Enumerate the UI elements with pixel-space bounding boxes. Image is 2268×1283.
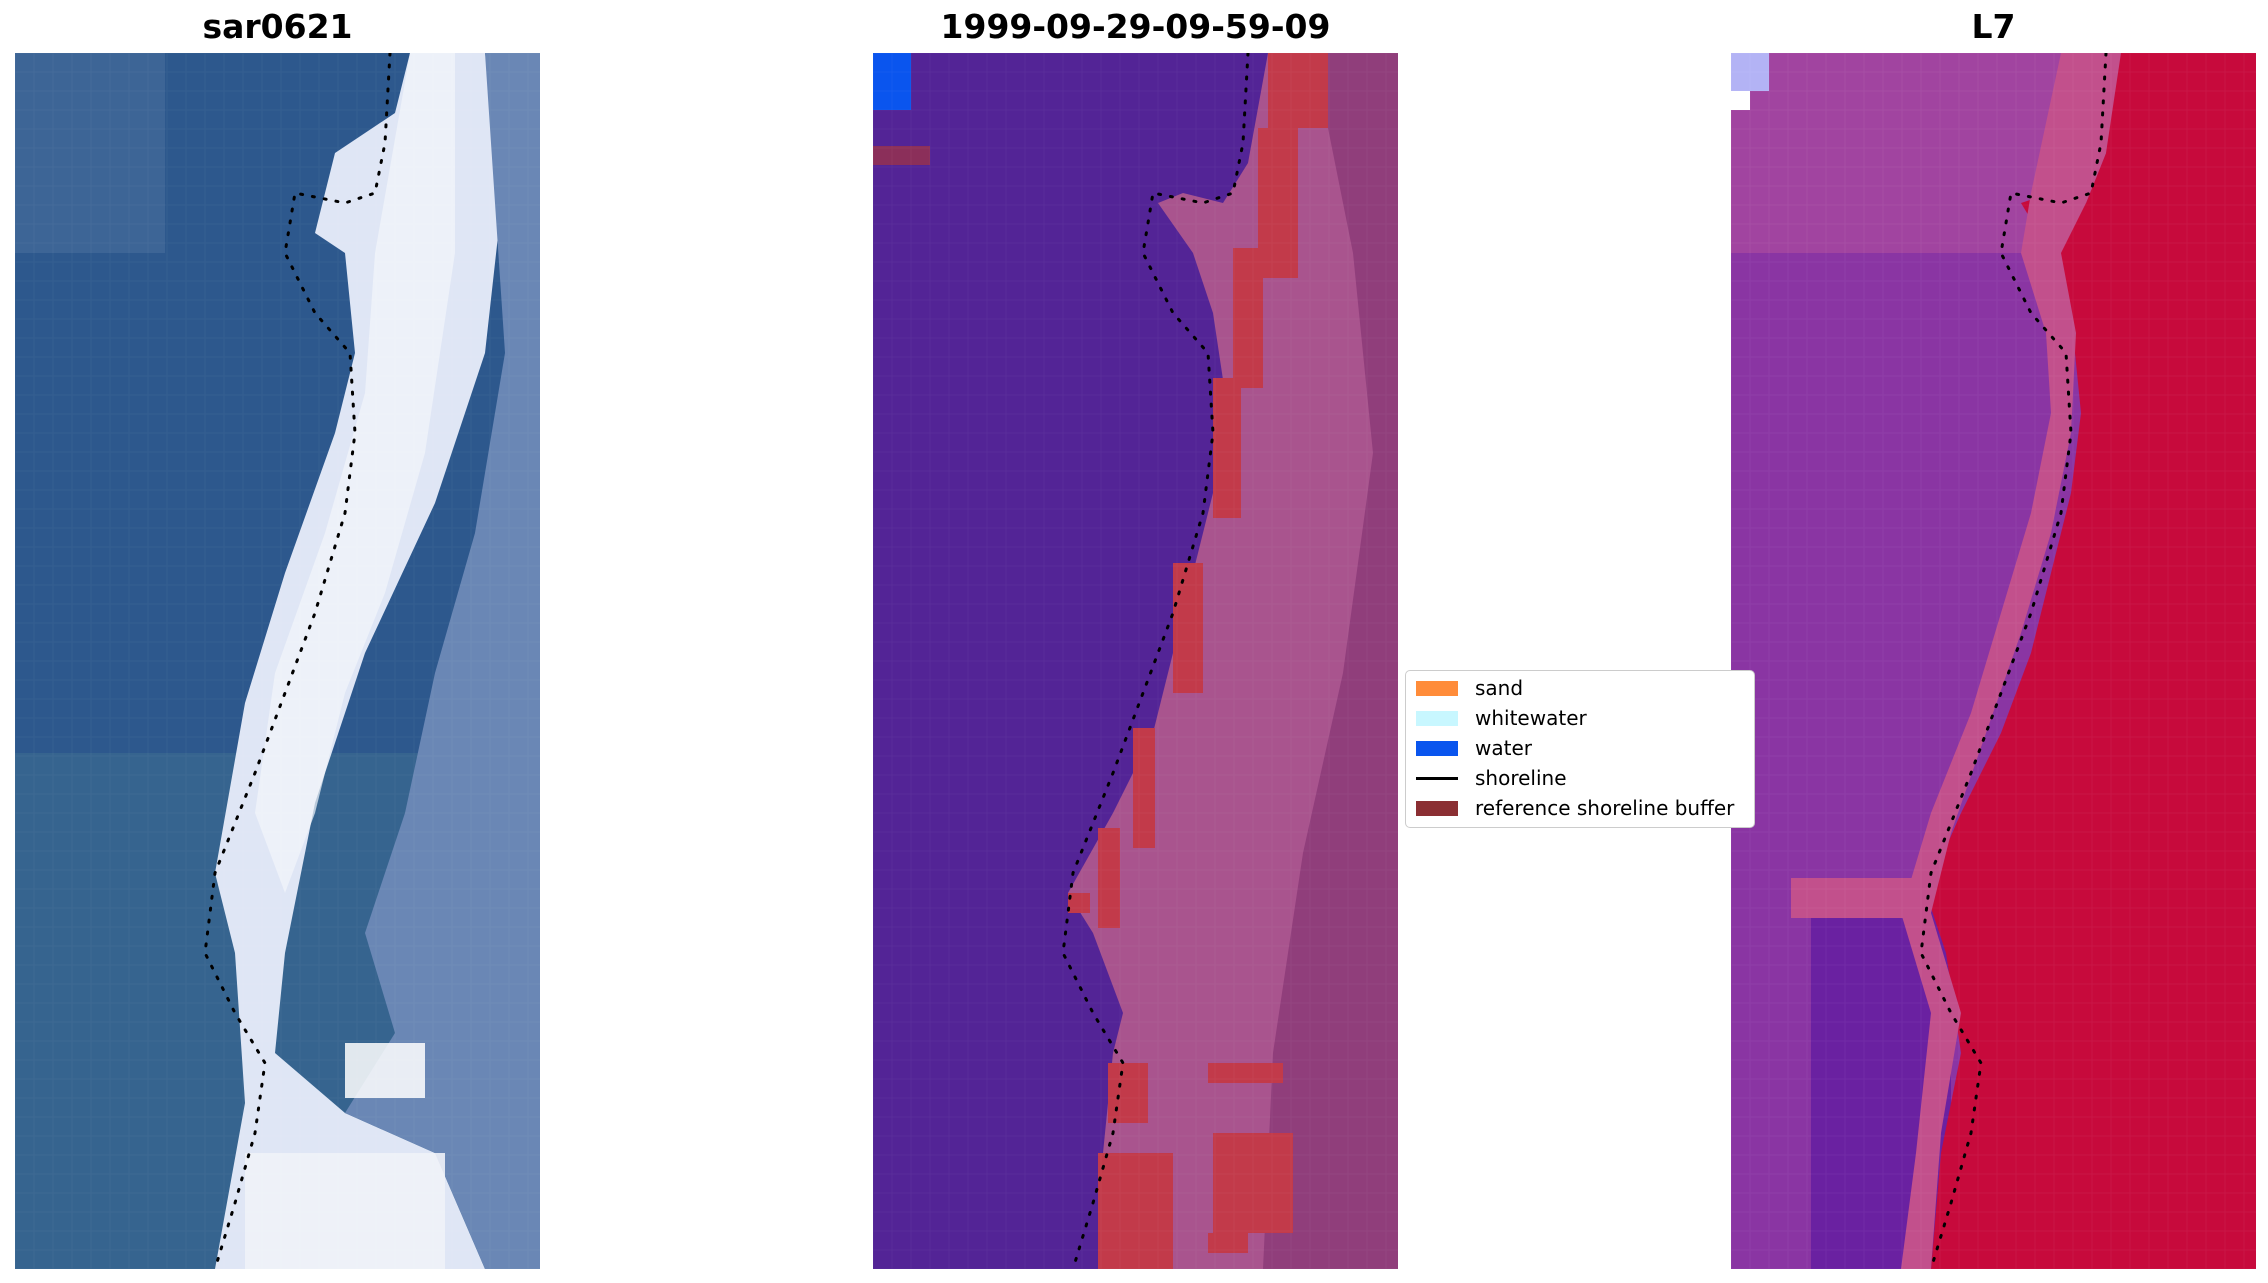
legend-item-shoreline: shoreline [1416, 763, 1754, 793]
legend-swatch-water [1416, 740, 1458, 756]
legend-item-whitewater: whitewater [1416, 703, 1754, 733]
legend-line-shoreline [1416, 776, 1458, 780]
legend-swatch-reference-buffer [1416, 800, 1458, 816]
panel-title-classified: 1999-09-29-09-59-09 [940, 7, 1331, 46]
panel-title-index: L7 [1971, 7, 2016, 46]
legend-item-sand: sand [1416, 673, 1754, 703]
legend-label: sand [1475, 676, 1524, 700]
legend-swatch-sand [1416, 680, 1458, 696]
legend-item-reference-buffer: reference shoreline buffer [1416, 793, 1754, 823]
legend-label: whitewater [1475, 706, 1587, 730]
legend-item-water: water [1416, 733, 1754, 763]
legend-label: shoreline [1475, 766, 1567, 790]
classified-image-panel [873, 53, 1398, 1269]
legend-swatch-whitewater [1416, 710, 1458, 726]
rgb-image-panel [15, 53, 540, 1269]
legend-label: reference shoreline buffer [1475, 796, 1735, 820]
index-image [1731, 53, 2256, 1269]
rgb-image [15, 53, 540, 1269]
classified-image [873, 53, 1398, 1269]
legend: sand whitewater water shoreline referenc… [1405, 670, 1755, 828]
index-image-panel [1731, 53, 2256, 1269]
panel-title-rgb: sar0621 [202, 7, 353, 46]
legend-label: water [1475, 736, 1532, 760]
